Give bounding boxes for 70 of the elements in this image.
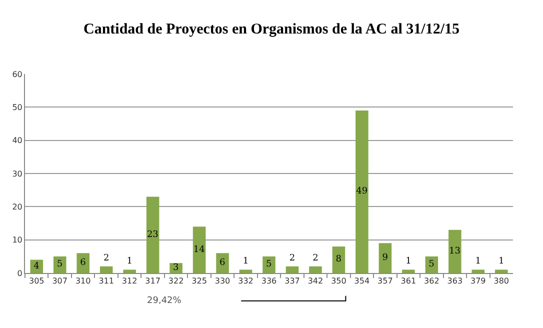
x-tick-label: 310 bbox=[75, 276, 91, 286]
text: 29,42% bbox=[147, 296, 182, 306]
data-label: 13 bbox=[449, 246, 461, 256]
y-tick-label: 60 bbox=[12, 70, 22, 79]
bar bbox=[192, 226, 206, 273]
x-tick-label: 317 bbox=[145, 276, 160, 286]
bar bbox=[402, 270, 415, 273]
bar bbox=[494, 270, 508, 273]
bar bbox=[239, 270, 252, 273]
data-label: 23 bbox=[146, 230, 159, 240]
bar bbox=[286, 266, 299, 273]
data-label: 2 bbox=[312, 253, 318, 264]
data-label: 1 bbox=[242, 256, 249, 267]
x-tick-label: 354 bbox=[354, 276, 370, 286]
data-label: 1 bbox=[498, 256, 504, 267]
x-tick-label: 330 bbox=[214, 276, 230, 286]
x-tick-label: 380 bbox=[494, 276, 510, 286]
x-tick-label: 332 bbox=[238, 276, 254, 286]
bar bbox=[448, 230, 462, 273]
x-tick-label: 307 bbox=[52, 276, 68, 286]
data-label: 4 bbox=[34, 261, 40, 272]
bar bbox=[100, 266, 113, 273]
y-tick-label: 0 bbox=[17, 268, 22, 278]
bar bbox=[378, 243, 392, 273]
data-label: 5 bbox=[428, 260, 435, 270]
x-tick-label: 342 bbox=[308, 276, 324, 286]
data-label: 1 bbox=[126, 256, 132, 267]
bar bbox=[216, 253, 229, 273]
bar bbox=[53, 256, 66, 273]
chart-title: Cantidad de Proyectos en Organismos de la AC al 31/12/15 bbox=[84, 21, 460, 38]
x-tick-label: 305 bbox=[28, 276, 44, 286]
data-label: 14 bbox=[193, 244, 206, 255]
y-tick-label: 40 bbox=[12, 136, 22, 146]
bar bbox=[332, 246, 346, 273]
y-tick-label: 10 bbox=[12, 236, 22, 245]
data-label: 6 bbox=[220, 258, 226, 268]
x-tick-label: 363 bbox=[447, 276, 463, 286]
x-tick-label: 362 bbox=[424, 276, 440, 286]
x-tick-label: 325 bbox=[192, 276, 207, 286]
data-label: 6 bbox=[80, 258, 86, 268]
y-tick-label: 50 bbox=[12, 102, 22, 112]
x-tick-label: 357 bbox=[378, 276, 393, 286]
y-tick-label: 20 bbox=[12, 202, 22, 212]
x-tick-label: 336 bbox=[261, 276, 277, 286]
x-tick-label: 322 bbox=[168, 276, 184, 286]
data-label: 5 bbox=[56, 260, 63, 270]
bar bbox=[262, 256, 276, 273]
bar bbox=[30, 260, 44, 273]
x-tick-label: 361 bbox=[400, 276, 416, 286]
y-tick-label: 30 bbox=[12, 169, 22, 178]
bar bbox=[356, 110, 368, 273]
bar bbox=[76, 253, 90, 273]
data-label: 1 bbox=[475, 256, 482, 267]
data-label: 49 bbox=[356, 186, 368, 197]
data-label: 9 bbox=[382, 253, 388, 264]
data-label: 1 bbox=[406, 256, 412, 267]
data-label: 3 bbox=[173, 263, 180, 274]
x-tick-label: 350 bbox=[331, 276, 346, 286]
bar bbox=[309, 266, 322, 273]
x-tick-label: 337 bbox=[284, 276, 300, 286]
data-label: 2 bbox=[289, 253, 296, 264]
data-label: 2 bbox=[103, 253, 110, 264]
bar bbox=[146, 196, 160, 273]
x-tick-label: 312 bbox=[122, 276, 138, 286]
data-label: 8 bbox=[336, 254, 342, 265]
data-label: 5 bbox=[266, 260, 272, 270]
bar bbox=[472, 270, 485, 273]
x-tick-label: 311 bbox=[98, 276, 114, 286]
bar bbox=[123, 270, 136, 273]
x-tick-label: 379 bbox=[470, 276, 486, 286]
